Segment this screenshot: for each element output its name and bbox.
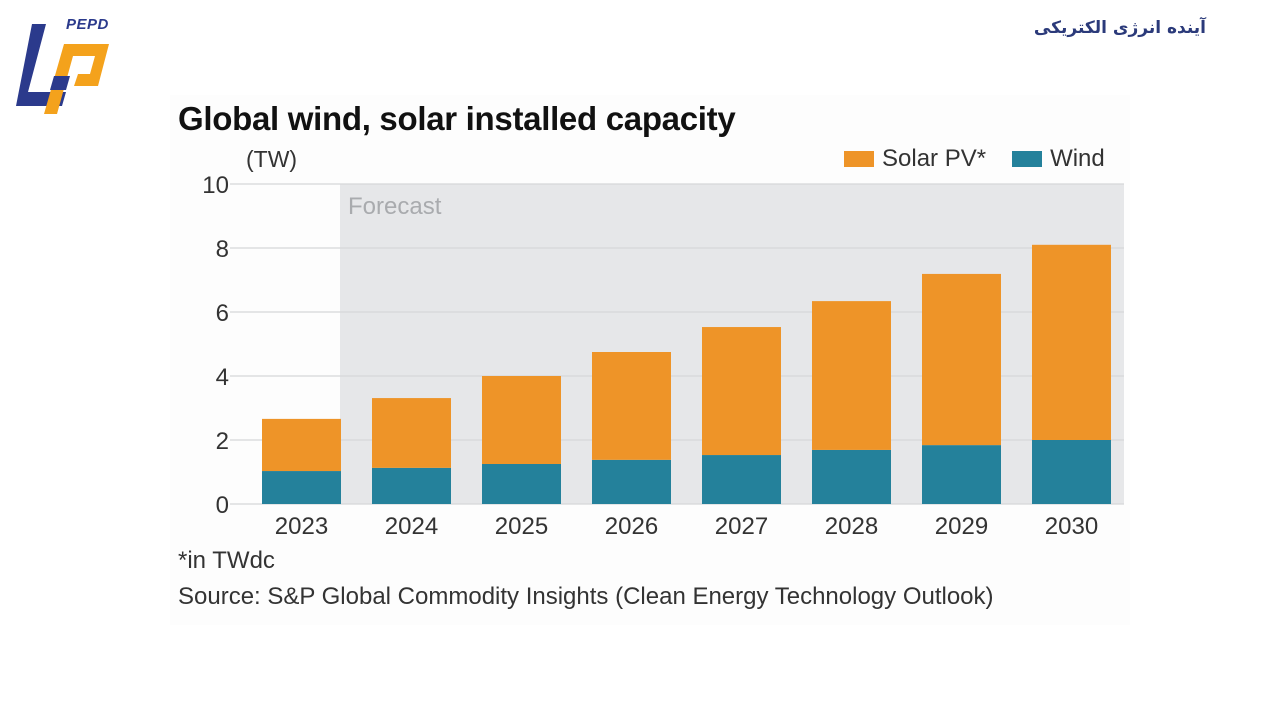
source-note: Source: S&P Global Commodity Insights (C…	[178, 583, 994, 610]
legend: Solar PV* Wind	[844, 145, 1105, 173]
x-tick-label: 2026	[605, 513, 658, 540]
bar-solar-pv-2028	[812, 301, 891, 450]
bar-solar-pv-2024	[372, 398, 451, 468]
x-tick-label: 2024	[385, 513, 438, 540]
x-tick-label: 2028	[825, 513, 878, 540]
logo-text: PEPD	[66, 16, 109, 33]
bar-wind-2029	[922, 445, 1001, 504]
pepd-logo-icon	[16, 24, 109, 114]
x-tick-label: 2030	[1045, 513, 1098, 540]
x-tick-label: 2023	[275, 513, 328, 540]
bar-solar-pv-2030	[1032, 244, 1111, 440]
bar-solar-pv-2023	[262, 418, 341, 472]
bar-wind-2030	[1032, 440, 1111, 504]
bar-solar-pv-2027	[702, 327, 781, 456]
forecast-label: Forecast	[348, 193, 442, 220]
y-tick-label: 2	[216, 428, 229, 455]
bar-wind-2023	[262, 471, 341, 504]
x-tick-label: 2029	[935, 513, 988, 540]
y-tick-label: 4	[216, 364, 229, 391]
legend-item-solar: Solar PV*	[844, 145, 986, 173]
bar-solar-pv-2025	[482, 376, 561, 464]
footnote: *in TWdc	[178, 547, 275, 574]
y-tick-label: 10	[202, 172, 229, 199]
y-tick-label: 6	[216, 300, 229, 327]
bar-wind-2027	[702, 455, 781, 504]
bar-solar-pv-2026	[592, 352, 671, 460]
pepd-logo: PEPD	[14, 14, 114, 114]
bar-wind-2028	[812, 449, 891, 504]
bar-solar-pv-2029	[922, 273, 1001, 446]
legend-swatch-solar	[844, 151, 874, 167]
y-axis-unit-label: (TW)	[246, 146, 298, 172]
x-tick-label: 2025	[495, 513, 548, 540]
bar-wind-2024	[372, 467, 451, 504]
legend-label-wind: Wind	[1050, 145, 1105, 172]
legend-swatch-wind	[1012, 151, 1043, 167]
legend-item-wind: Wind	[1012, 145, 1105, 173]
y-tick-label: 0	[216, 492, 229, 519]
chart-title: Global wind, solar installed capacity	[178, 100, 736, 137]
x-tick-label: 2027	[715, 513, 768, 540]
legend-label-solar: Solar PV*	[882, 145, 987, 172]
bar-wind-2026	[592, 459, 671, 504]
bar-wind-2025	[482, 464, 561, 504]
site-title: آینده انرژی الکتریکی	[1033, 18, 1206, 38]
y-tick-label: 8	[216, 236, 229, 263]
